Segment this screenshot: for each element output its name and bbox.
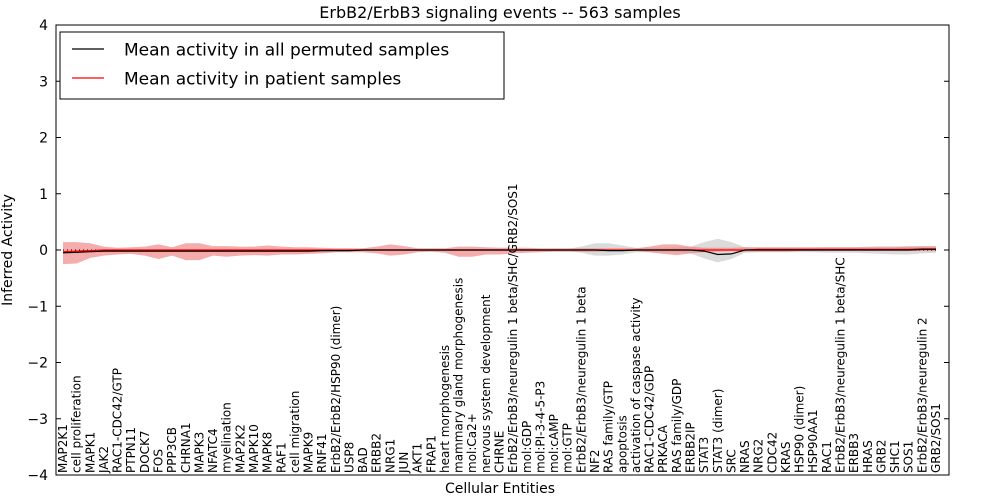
x-tick-label: RAS family/GTP	[602, 381, 616, 473]
x-tick-label: FOS	[151, 449, 165, 473]
x-tick-label: ERBB2	[370, 433, 384, 473]
x-axis-title: Cellular Entities	[445, 481, 555, 497]
legend-patient-label: Mean activity in patient samples	[124, 70, 401, 90]
x-tick-label: STAT3 (dimer)	[711, 389, 725, 473]
y-tick-label: −3	[27, 412, 48, 428]
x-tick-label: HSP90 (dimer)	[793, 386, 807, 473]
x-tick-label: RAC1-CDC42/GTP	[111, 368, 125, 473]
permuted-mean-line	[62, 248, 936, 256]
x-tick-label: CHRNA1	[179, 422, 193, 473]
x-tick-label: RNF41	[315, 434, 329, 474]
y-axis: −4 −3 −2 −1 0 1 2 3 4	[27, 18, 949, 484]
y-tick-label: −4	[27, 468, 48, 484]
x-tick-label: ErbB2/ErbB3/neuregulin 1 beta	[574, 286, 588, 473]
x-tick-label: cell migration	[288, 391, 302, 473]
x-tick-label: CDC42	[765, 432, 779, 473]
x-tick-label: apoptosis	[615, 415, 629, 473]
y-tick-label: −2	[27, 356, 48, 372]
x-tick-label: SOS1	[902, 441, 916, 473]
x-tick-label: SRC	[724, 449, 738, 473]
x-tick-label: MAP2K1	[56, 424, 70, 473]
y-tick-label: 4	[39, 18, 48, 34]
x-tick-label: FRAP1	[424, 435, 438, 473]
x-tick-label: mol:PI-3-4-5-P3	[533, 381, 547, 473]
x-tick-label: mol:cAMP	[547, 414, 561, 473]
plot-area: MAP2K1 cell proliferation MAPK1 JAK2 RAC1-CD…	[56, 183, 943, 474]
x-tick-label: STAT3	[697, 437, 711, 473]
x-tick-label: MAPK1	[83, 432, 97, 473]
y-tick-label: −1	[27, 299, 48, 315]
x-tick-label: ERBB3	[847, 433, 861, 473]
x-tick-label: BAD	[356, 447, 370, 473]
x-tick-label: RAC1	[820, 441, 834, 473]
y-tick-label: 1	[39, 187, 48, 203]
x-tick-label: AKT1	[411, 443, 425, 473]
x-tick-label: activation of caspase activity	[629, 298, 643, 473]
x-tick-label: JAK2	[97, 446, 111, 474]
x-tick-label: mol:GDP	[520, 421, 534, 473]
x-tick-label: NFATC4	[206, 428, 220, 473]
x-tick-label: MAPK9	[302, 432, 316, 473]
x-tick-label: JUN	[397, 452, 411, 474]
x-tick-label: GRB2	[874, 439, 888, 473]
x-tick-label: DOCK7	[138, 430, 152, 473]
x-tick-label: cell proliferation	[70, 375, 84, 473]
x-tick-label: CHRNE	[493, 431, 507, 473]
x-tick-label: GRB2/SOS1	[929, 403, 943, 473]
x-tick-label: myelination	[220, 402, 234, 473]
x-tick-label: NRAS	[738, 440, 752, 473]
x-tick-label: RAF1	[274, 442, 288, 473]
x-tick-label: NF2	[588, 449, 602, 473]
patient-band	[63, 242, 936, 265]
x-tick-label: NRG1	[383, 439, 397, 473]
x-tick-label: ErbB2/ErbB3/neuregulin 1 beta/SHC/GRB2/S…	[506, 183, 520, 473]
chart-title: ErbB2/ErbB3 signaling events -- 563 samp…	[319, 3, 680, 22]
legend-permuted-label: Mean activity in all permuted samples	[124, 41, 449, 61]
x-tick-label: KRAS	[779, 441, 793, 473]
x-tick-label: ErbB2/ErbB3/neuregulin 1 beta/SHC	[834, 257, 848, 473]
x-tick-label: mol:GTP	[561, 423, 575, 473]
x-tick-label: NRG2	[752, 439, 766, 473]
x-tick-label: PPP3CB	[165, 427, 179, 473]
x-tick-label: MAP2K2	[233, 424, 247, 473]
x-tick-label: MAPK10	[247, 424, 261, 473]
x-tick-label: mol:Ca2+	[465, 413, 479, 473]
legend-box	[59, 31, 505, 100]
x-tick-label: USP8	[342, 442, 356, 473]
x-tick-label: ERBB2IP	[683, 422, 697, 473]
x-tick-label: RAS family/GDP	[670, 379, 684, 473]
x-tick-label: nervous system development	[479, 294, 493, 473]
x-tick-label: mammary gland morphogenesis	[452, 278, 466, 473]
x-tick-label: HRAS	[861, 440, 875, 473]
y-tick-label: 3	[39, 74, 48, 90]
x-tick-label: MAPK8	[261, 432, 275, 473]
x-tick-label: HSP90AA1	[806, 409, 820, 473]
y-tick-label: 0	[39, 243, 48, 259]
x-tick-label: RAC1-CDC42/GDP	[643, 366, 657, 473]
x-tick-label: ErbB2/ErbB2/HSP90 (dimer)	[329, 306, 343, 473]
x-tick-label: PTPN11	[124, 427, 138, 473]
legend: Mean activity in all permuted samples Me…	[59, 31, 505, 100]
y-axis-title: Inferred Activity	[0, 194, 16, 306]
x-tick-label: heart morphogenesis	[438, 345, 452, 473]
x-tick-label: SHC1	[888, 440, 902, 473]
x-tick-label: PRKACA	[656, 424, 670, 473]
y-tick-label: 2	[39, 131, 48, 147]
x-tick-label: ErbB2/ErbB3/neuregulin 2	[915, 317, 929, 473]
x-tick-label: MAPK3	[192, 432, 206, 473]
